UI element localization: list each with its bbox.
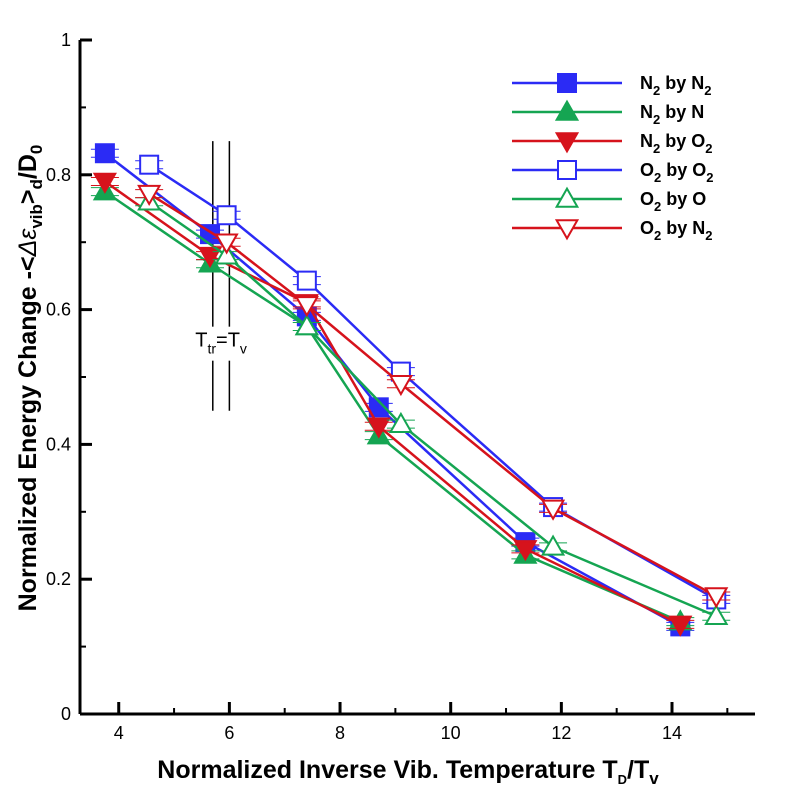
x-tick-label: 12 — [551, 723, 571, 743]
data-point — [366, 417, 391, 439]
legend-entry: N2 by O2 — [512, 131, 712, 156]
series-o2-by-o — [135, 189, 731, 626]
annotation-text: Ttr=Tv — [195, 330, 247, 357]
series-n2-by-n — [90, 179, 695, 631]
legend-marker — [554, 219, 580, 241]
data-point — [388, 411, 413, 433]
data-point — [296, 270, 317, 291]
legend-entry: O2 by N2 — [512, 218, 713, 243]
data-point — [137, 184, 162, 207]
data-point — [513, 540, 538, 562]
legend-entry: N2 by N2 — [512, 73, 711, 98]
data-series — [90, 143, 731, 637]
legend-marker — [557, 160, 577, 180]
legend-label: O2 by N2 — [640, 218, 713, 243]
data-point — [540, 534, 566, 556]
data-point — [92, 172, 117, 194]
data-point — [668, 615, 693, 637]
data-point — [540, 499, 566, 521]
series-n2-by-n2 — [90, 143, 695, 637]
legend-label: N2 by N2 — [640, 73, 711, 98]
legend-marker — [554, 132, 580, 154]
data-point — [704, 587, 729, 609]
y-tick-label: 0 — [61, 704, 71, 724]
x-axis-label: Normalized Inverse Vib. Temperature TD/T… — [157, 756, 659, 788]
series-line — [148, 163, 717, 601]
axes: 00.20.40.60.814 6 8 10 12 14 — [46, 30, 755, 743]
data-point — [294, 314, 319, 336]
legend-label: N2 by O2 — [640, 131, 712, 156]
x-tick-label: 14 — [662, 723, 682, 743]
y-tick-label: 0.6 — [46, 300, 71, 320]
legend-marker — [554, 186, 580, 208]
legend-entry: O2 by O2 — [512, 160, 714, 185]
x-tick-label: 8 — [335, 723, 345, 743]
series-line — [104, 190, 681, 623]
data-point — [368, 397, 389, 418]
x-tick-label: 6 — [224, 723, 234, 743]
legend: N2 by N2 N2 by N N2 by O2 O2 by O2 O2 by O O2… — [512, 73, 714, 243]
y-tick-label: 0.2 — [46, 569, 71, 589]
data-point — [704, 603, 729, 626]
data-point — [214, 233, 239, 255]
legend-entry: O2 by O — [512, 186, 706, 214]
annotation-ttr-tv: Ttr=Tv — [175, 141, 268, 411]
legend-label: O2 by O2 — [640, 160, 714, 185]
series-line — [104, 152, 681, 628]
series-line — [148, 192, 717, 598]
legend-entry: N2 by N — [512, 99, 704, 127]
data-point — [197, 246, 223, 269]
data-point — [139, 154, 160, 175]
y-tick-label: 0.8 — [46, 165, 71, 185]
data-point — [216, 205, 237, 226]
data-point — [294, 296, 319, 318]
y-tick-label: 0.4 — [46, 434, 71, 454]
x-tick-label: 10 — [441, 723, 461, 743]
series-o2-by-n2 — [135, 184, 731, 609]
data-point — [388, 374, 413, 397]
legend-label: O2 by O — [640, 189, 706, 214]
legend-label: N2 by N — [640, 102, 704, 127]
y-tick-label: 1 — [61, 30, 71, 50]
legend-marker — [557, 73, 577, 93]
annotation-bg — [175, 326, 268, 361]
legend-marker — [554, 99, 580, 121]
data-point — [94, 143, 115, 164]
x-tick-label: 4 — [114, 723, 124, 743]
y-axis-label: Normalized Energy Change -<Δεvib>d/D0 — [14, 145, 46, 612]
